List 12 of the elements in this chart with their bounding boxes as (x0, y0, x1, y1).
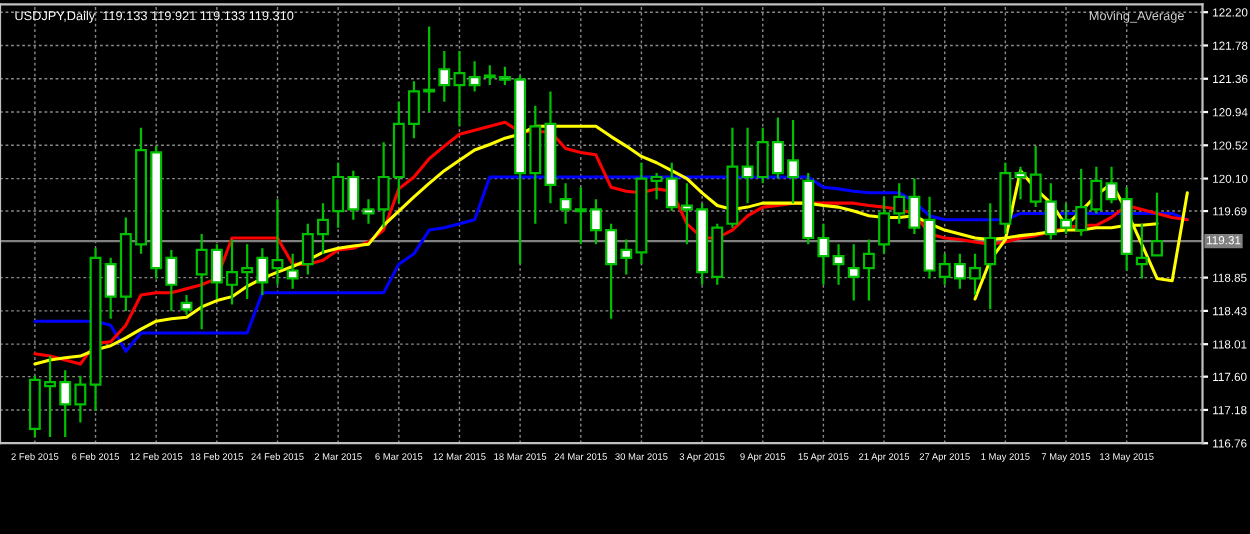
candlestick (362, 198, 375, 225)
candlestick (180, 293, 193, 316)
candlestick (1151, 191, 1163, 257)
candlestick (1105, 165, 1118, 205)
candlestick (1135, 222, 1148, 280)
candlestick (271, 198, 284, 286)
candlestick (453, 49, 466, 128)
candlestick (1014, 165, 1027, 201)
candlestick (984, 202, 997, 311)
candlestick (286, 252, 299, 290)
candlestick (438, 49, 451, 103)
candlestick (832, 243, 845, 286)
